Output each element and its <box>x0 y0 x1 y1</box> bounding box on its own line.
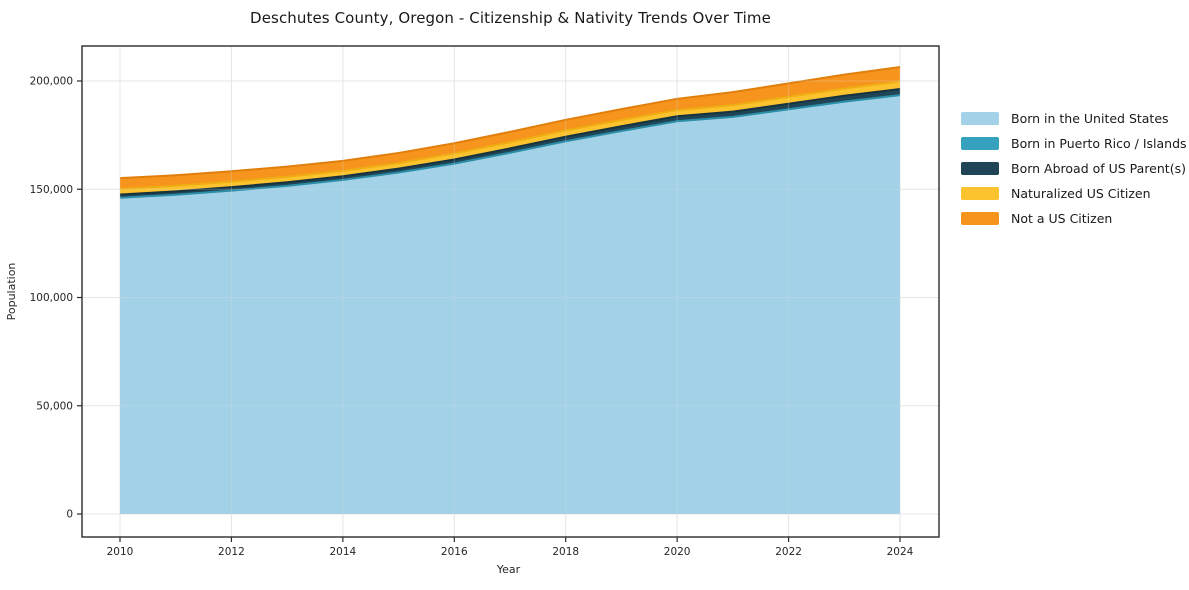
legend-swatch-born-abroad-us-parents <box>961 162 999 175</box>
y-tick-label: 50,000 <box>36 400 73 412</box>
y-tick-label: 200,000 <box>30 76 73 88</box>
edge-naturalized-citizen <box>119 80 901 190</box>
x-tick-label: 2020 <box>664 546 691 558</box>
legend-swatch-not-us-citizen <box>961 212 999 225</box>
edge-born-puerto-rico-islands <box>119 94 901 199</box>
legend-item-naturalized-citizen: Naturalized US Citizen <box>961 181 1187 206</box>
legend-label-not-us-citizen: Not a US Citizen <box>1011 211 1113 226</box>
y-tick-label: 0 <box>66 509 73 521</box>
chart-title: Deschutes County, Oregon - Citizenship &… <box>250 9 771 27</box>
x-tick-label: 2024 <box>887 546 914 558</box>
x-tick-label: 2012 <box>218 546 245 558</box>
legend-swatch-naturalized-citizen <box>961 187 999 200</box>
legend-swatch-born-puerto-rico-islands <box>961 137 999 150</box>
edge-not-us-citizen <box>119 66 901 180</box>
chart-legend: Born in the United States Born in Puerto … <box>961 106 1187 231</box>
x-axis-label: Year <box>496 563 521 576</box>
y-axis-label: Population <box>5 263 18 321</box>
legend-label-born-abroad-us-parents: Born Abroad of US Parent(s) <box>1011 161 1186 176</box>
legend-item-born-puerto-rico-islands: Born in Puerto Rico / Islands <box>961 131 1187 156</box>
x-tick-label: 2014 <box>329 546 356 558</box>
y-tick-label: 150,000 <box>30 184 73 196</box>
legend-label-born-puerto-rico-islands: Born in Puerto Rico / Islands <box>1011 136 1187 151</box>
edge-born-abroad-us-parents <box>119 88 901 196</box>
area-born-in-us <box>120 96 900 514</box>
area-naturalized-citizen <box>120 81 900 195</box>
legend-label-naturalized-citizen: Naturalized US Citizen <box>1011 186 1151 201</box>
x-tick-label: 2016 <box>441 546 468 558</box>
legend-item-born-in-us: Born in the United States <box>961 106 1187 131</box>
legend-item-not-us-citizen: Not a US Citizen <box>961 206 1187 231</box>
area-born-abroad-us-parents <box>120 89 900 198</box>
legend-label-born-in-us: Born in the United States <box>1011 111 1169 126</box>
area-not-us-citizen <box>120 67 900 189</box>
x-tick-label: 2018 <box>552 546 579 558</box>
legend-item-born-abroad-us-parents: Born Abroad of US Parent(s) <box>961 156 1187 181</box>
x-tick-label: 2010 <box>107 546 134 558</box>
y-tick-label: 100,000 <box>30 292 73 304</box>
legend-swatch-born-in-us <box>961 112 999 125</box>
plot-frame <box>81 45 940 538</box>
x-tick-label: 2022 <box>775 546 802 558</box>
